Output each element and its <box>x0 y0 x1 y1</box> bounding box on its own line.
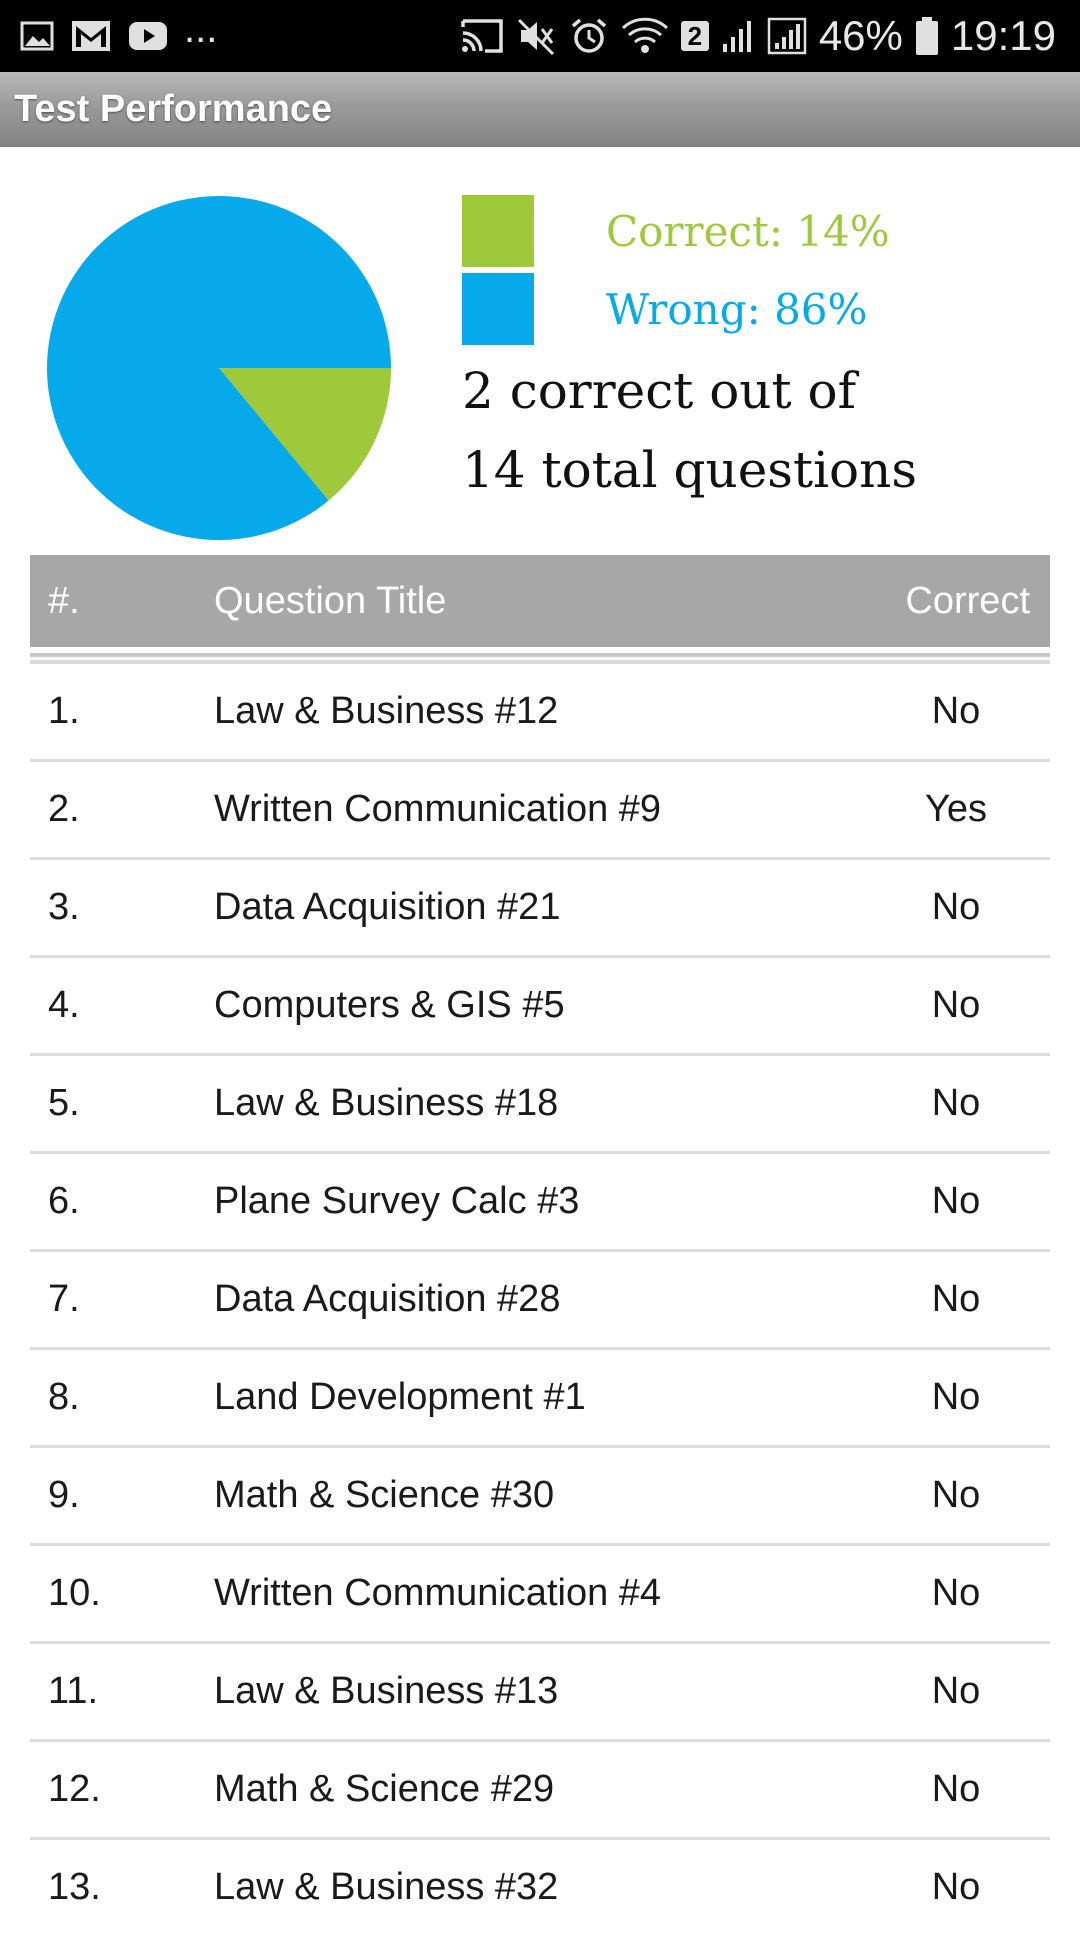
legend-swatch-correct <box>462 195 534 267</box>
row-correct-status: No <box>931 690 981 732</box>
pie-slice-correct <box>219 368 391 501</box>
more-notifications-indicator: ... <box>184 6 218 51</box>
legend-label-wrong: Wrong: 86% <box>606 285 868 334</box>
summary-total-questions: 14 total questions <box>462 441 918 499</box>
battery-percent: 46% <box>818 12 903 59</box>
results-table: #. Question Title Correct 1. Law & Busine… <box>30 555 1050 1935</box>
status-bar: ... <box>0 0 1080 72</box>
cast-icon <box>459 17 505 55</box>
wifi-icon <box>621 16 669 56</box>
pie-slice-wrong <box>46 196 392 541</box>
row-question-title: Written Communication #4 <box>214 1572 662 1614</box>
legend-swatch-wrong <box>462 273 534 345</box>
row-correct-status: No <box>931 1866 981 1908</box>
status-notifications: ... <box>20 7 217 53</box>
table-row[interactable]: 1. Law & Business #12 No <box>30 664 1050 762</box>
row-question-title: Plane Survey Calc #3 <box>214 1180 580 1222</box>
alarm-icon <box>569 16 609 56</box>
table-row[interactable]: 3. Data Acquisition #21 No <box>30 860 1050 958</box>
header-divider <box>30 653 1050 657</box>
row-question-title: Data Acquisition #21 <box>214 886 561 928</box>
table-row[interactable]: 13. Law & Business #32 No <box>30 1840 1050 1935</box>
mute-icon <box>517 16 557 56</box>
row-correct-status: No <box>931 1768 981 1810</box>
battery-icon <box>915 16 939 56</box>
row-number: 3. <box>48 886 80 928</box>
header-number: #. <box>48 579 80 622</box>
table-row[interactable]: 2. Written Communication #9 Yes <box>30 762 1050 860</box>
row-number: 6. <box>48 1180 80 1222</box>
row-question-title: Law & Business #18 <box>214 1082 559 1124</box>
row-correct-status: Yes <box>925 788 987 830</box>
row-number: 13. <box>48 1866 101 1908</box>
row-correct-status: No <box>931 1670 981 1712</box>
youtube-icon <box>128 21 168 51</box>
row-question-title: Law & Business #32 <box>214 1866 559 1908</box>
gallery-icon <box>20 21 54 51</box>
row-question-title: Law & Business #13 <box>214 1670 559 1712</box>
table-row[interactable]: 9. Math & Science #30 No <box>30 1448 1050 1546</box>
status-system: 2 46% 19:19 <box>459 12 1056 60</box>
row-question-title: Law & Business #12 <box>214 690 559 732</box>
table-row[interactable]: 6. Plane Survey Calc #3 No <box>30 1154 1050 1252</box>
table-header: #. Question Title Correct <box>30 555 1050 647</box>
row-question-title: Math & Science #29 <box>214 1768 555 1810</box>
signal-icon <box>721 18 755 54</box>
table-body: 1. Law & Business #12 No 2. Written Communic… <box>30 664 1050 1935</box>
signal-icon <box>767 17 807 55</box>
wifi-badge: 2 <box>680 21 709 51</box>
table-row[interactable]: 8. Land Development #1 No <box>30 1350 1050 1448</box>
row-number: 11. <box>48 1670 99 1712</box>
row-number: 8. <box>48 1376 80 1418</box>
row-number: 9. <box>48 1474 80 1516</box>
table-row[interactable]: 7. Data Acquisition #28 No <box>30 1252 1050 1350</box>
row-number: 5. <box>48 1082 80 1124</box>
table-row[interactable]: 10. Written Communication #4 No <box>30 1546 1050 1644</box>
row-question-title: Computers & GIS #5 <box>214 984 565 1026</box>
row-correct-status: No <box>931 1180 981 1222</box>
row-correct-status: No <box>931 886 981 928</box>
page-title: Test Performance <box>14 88 333 130</box>
row-correct-status: No <box>931 1082 981 1124</box>
table-row[interactable]: 12. Math & Science #29 No <box>30 1742 1050 1840</box>
row-correct-status: No <box>931 1278 981 1320</box>
row-number: 12. <box>48 1768 101 1810</box>
table-row[interactable]: 5. Law & Business #18 No <box>30 1056 1050 1154</box>
legend-label-correct: Correct: 14% <box>606 207 890 256</box>
row-question-title: Written Communication #9 <box>214 788 662 830</box>
row-question-title: Land Development #1 <box>214 1376 586 1418</box>
table-row[interactable]: 11. Law & Business #13 No <box>30 1644 1050 1742</box>
row-number: 7. <box>48 1278 80 1320</box>
test-summary: Correct: 14% Wrong: 86% 2 correct out of… <box>0 147 1080 555</box>
row-number: 1. <box>48 690 80 732</box>
row-correct-status: No <box>931 1376 981 1418</box>
results-pie-chart <box>46 196 392 541</box>
row-question-title: Data Acquisition #28 <box>214 1278 561 1320</box>
row-question-title: Math & Science #30 <box>214 1474 555 1516</box>
summary-correct-count: 2 correct out of <box>462 362 857 420</box>
header-correct: Correct <box>905 579 1030 622</box>
header-divider <box>30 660 1050 664</box>
wifi-badge-number: 2 <box>680 21 709 51</box>
gmail-icon <box>70 19 112 53</box>
clock-time: 19:19 <box>950 12 1056 59</box>
table-row[interactable]: 4. Computers & GIS #5 No <box>30 958 1050 1056</box>
row-number: 4. <box>48 984 80 1026</box>
row-number: 10. <box>48 1572 101 1614</box>
row-correct-status: No <box>931 1572 981 1614</box>
header-question-title: Question Title <box>214 579 447 622</box>
row-correct-status: No <box>931 1474 981 1516</box>
row-number: 2. <box>48 788 80 830</box>
row-correct-status: No <box>931 984 981 1026</box>
app-bar: Test Performance <box>0 72 1080 147</box>
